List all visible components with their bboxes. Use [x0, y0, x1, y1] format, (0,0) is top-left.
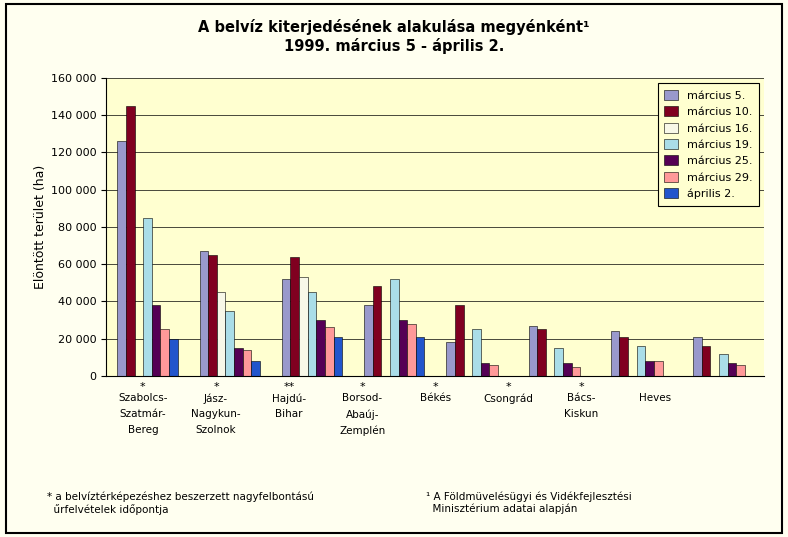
Bar: [489, 365, 498, 376]
Bar: [251, 361, 260, 376]
Bar: [399, 320, 407, 376]
Legend: március 5., március 10., március 16., március 19., március 25., március 29., ápr: március 5., március 10., március 16., má…: [658, 83, 759, 206]
Bar: [299, 277, 307, 376]
Bar: [208, 255, 217, 376]
Text: Borsod-: Borsod-: [342, 393, 382, 403]
Text: *: *: [506, 382, 511, 393]
Bar: [555, 348, 563, 376]
Bar: [199, 251, 208, 376]
Text: 1999. március 5 - április 2.: 1999. március 5 - április 2.: [284, 38, 504, 54]
Text: **: **: [284, 382, 295, 393]
Bar: [719, 353, 727, 376]
Bar: [169, 339, 178, 376]
Text: Békés: Békés: [420, 393, 451, 403]
Bar: [619, 337, 628, 376]
Text: Kiskun: Kiskun: [564, 409, 599, 419]
Text: *: *: [140, 382, 146, 393]
Bar: [481, 363, 489, 376]
Bar: [611, 331, 619, 376]
Bar: [537, 329, 546, 376]
Bar: [325, 328, 333, 376]
Bar: [161, 329, 169, 376]
Text: Nagykun-: Nagykun-: [191, 409, 241, 419]
Bar: [225, 311, 234, 376]
Text: Heves: Heves: [638, 393, 671, 403]
Text: ¹ A Földmüvelésügyi és Vidékfejlesztési
  Minisztérium adatai alapján: ¹ A Földmüvelésügyi és Vidékfejlesztési …: [426, 491, 631, 514]
Bar: [234, 348, 243, 376]
Bar: [316, 320, 325, 376]
Bar: [407, 324, 416, 376]
Bar: [373, 287, 381, 376]
Bar: [654, 361, 663, 376]
Bar: [126, 106, 135, 376]
Text: Hajdú-: Hajdú-: [272, 393, 307, 404]
Text: *: *: [214, 382, 219, 393]
Bar: [446, 343, 455, 376]
Bar: [645, 361, 654, 376]
Bar: [143, 217, 152, 376]
Bar: [117, 141, 126, 376]
Bar: [243, 350, 251, 376]
Bar: [333, 337, 342, 376]
Text: *: *: [359, 382, 365, 393]
Bar: [563, 363, 572, 376]
Bar: [416, 337, 425, 376]
Text: Jász-: Jász-: [204, 393, 228, 404]
Text: Bihar: Bihar: [275, 409, 303, 419]
Bar: [364, 305, 373, 376]
Text: Abaúj-: Abaúj-: [345, 409, 379, 420]
Text: Bács-: Bács-: [567, 393, 596, 403]
Bar: [307, 292, 316, 376]
Text: Zemplén: Zemplén: [339, 425, 385, 436]
Text: A belvíz kiterjedésének alakulása megyénként¹: A belvíz kiterjedésének alakulása megyén…: [199, 19, 589, 35]
Bar: [693, 337, 701, 376]
Text: Szolnok: Szolnok: [195, 425, 236, 436]
Text: Bereg: Bereg: [128, 425, 158, 436]
Bar: [529, 325, 537, 376]
Bar: [701, 346, 710, 376]
Bar: [736, 365, 745, 376]
Bar: [727, 363, 736, 376]
Bar: [455, 305, 463, 376]
Bar: [282, 279, 291, 376]
Text: *: *: [433, 382, 438, 393]
Bar: [572, 367, 580, 376]
Text: Szatmár-: Szatmár-: [120, 409, 166, 419]
Text: * a belvíztérképezéshez beszerzett nagyfelbontású
  űrfelvételek időpontja: * a belvíztérképezéshez beszerzett nagyf…: [47, 491, 314, 514]
Bar: [152, 305, 161, 376]
Bar: [291, 257, 299, 376]
Text: *: *: [578, 382, 585, 393]
Text: Csongrád: Csongrád: [484, 393, 533, 404]
Text: Szabolcs-: Szabolcs-: [118, 393, 168, 403]
Y-axis label: Elöntött terület (ha): Elöntött terület (ha): [34, 165, 46, 289]
Bar: [217, 292, 225, 376]
Bar: [472, 329, 481, 376]
Bar: [390, 279, 399, 376]
Bar: [637, 346, 645, 376]
